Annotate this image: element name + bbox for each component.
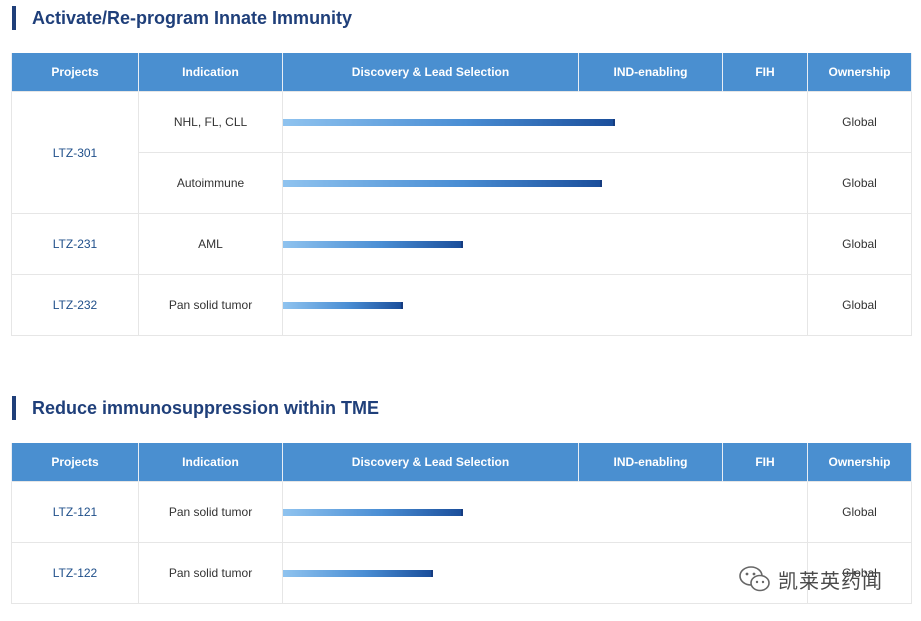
table-row: Autoimmune Global <box>12 152 912 214</box>
table-row: LTZ-301 NHL, FL, CLL Global <box>11 91 912 214</box>
phase-cell <box>282 152 808 214</box>
header-indication: Indication <box>138 443 283 482</box>
project-name[interactable]: LTZ-122 <box>11 542 139 604</box>
phase-cell <box>282 91 808 153</box>
progress-bar <box>283 509 464 516</box>
phase-cell <box>282 542 808 604</box>
indication: Pan solid tumor <box>138 542 283 604</box>
phase-cell <box>282 213 808 275</box>
pipeline-table: Projects Indication Discovery & Lead Sel… <box>11 53 912 336</box>
project-name[interactable]: LTZ-121 <box>11 481 139 543</box>
progress-bar <box>283 570 433 577</box>
header-ind-enabling: IND-enabling <box>578 53 723 92</box>
progress-bar <box>283 180 603 187</box>
section-title-text: Reduce immunosuppression within TME <box>32 397 380 418</box>
header-ownership: Ownership <box>807 53 912 92</box>
indication: Pan solid tumor <box>138 481 283 543</box>
header-ind-enabling: IND-enabling <box>578 443 723 482</box>
indication: Pan solid tumor <box>138 274 283 336</box>
project-name[interactable]: LTZ-231 <box>11 213 139 275</box>
header-projects: Projects <box>11 53 139 92</box>
header-fih: FIH <box>722 53 808 92</box>
indication: Autoimmune <box>138 152 283 214</box>
phase-cell <box>282 481 808 543</box>
indication: AML <box>138 213 283 275</box>
section-title: Activate/Re-program Innate Immunity <box>12 5 352 31</box>
ownership: Global <box>807 274 912 336</box>
pipeline-table: Projects Indication Discovery & Lead Sel… <box>11 443 912 604</box>
section-title-text: Activate/Re-program Innate Immunity <box>32 7 353 28</box>
header-discovery: Discovery & Lead Selection <box>282 53 579 92</box>
table-row: LTZ-121 Pan solid tumor Global <box>11 481 912 543</box>
wechat-icon <box>739 566 770 592</box>
project-name[interactable]: LTZ-301 <box>11 91 139 214</box>
watermark: 凯莱英药闻 <box>738 564 883 594</box>
section-title: Reduce immunosuppression within TME <box>12 395 379 421</box>
table-header-row: Projects Indication Discovery & Lead Sel… <box>11 53 912 92</box>
title-accent-bar <box>12 6 16 30</box>
header-ownership: Ownership <box>807 443 912 482</box>
progress-bar <box>283 119 615 126</box>
phase-cell <box>282 274 808 336</box>
table-header-row: Projects Indication Discovery & Lead Sel… <box>11 443 912 482</box>
header-discovery: Discovery & Lead Selection <box>282 443 579 482</box>
ownership: Global <box>807 542 912 604</box>
header-fih: FIH <box>722 443 808 482</box>
ownership: Global <box>807 213 912 275</box>
header-indication: Indication <box>138 53 283 92</box>
header-projects: Projects <box>11 443 139 482</box>
ownership: Global <box>807 91 912 153</box>
title-accent-bar <box>12 396 16 420</box>
progress-bar <box>283 241 464 248</box>
indication: NHL, FL, CLL <box>138 91 283 153</box>
table-row: LTZ-232 Pan solid tumor Global <box>11 274 912 336</box>
ownership: Global <box>807 152 912 214</box>
progress-bar <box>283 302 403 309</box>
table-row: LTZ-231 AML Global <box>11 213 912 275</box>
table-row: LTZ-122 Pan solid tumor Global <box>11 542 912 604</box>
ownership: Global <box>807 481 912 543</box>
project-name[interactable]: LTZ-232 <box>11 274 139 336</box>
watermark-text: 凯莱英药闻 <box>778 570 883 593</box>
